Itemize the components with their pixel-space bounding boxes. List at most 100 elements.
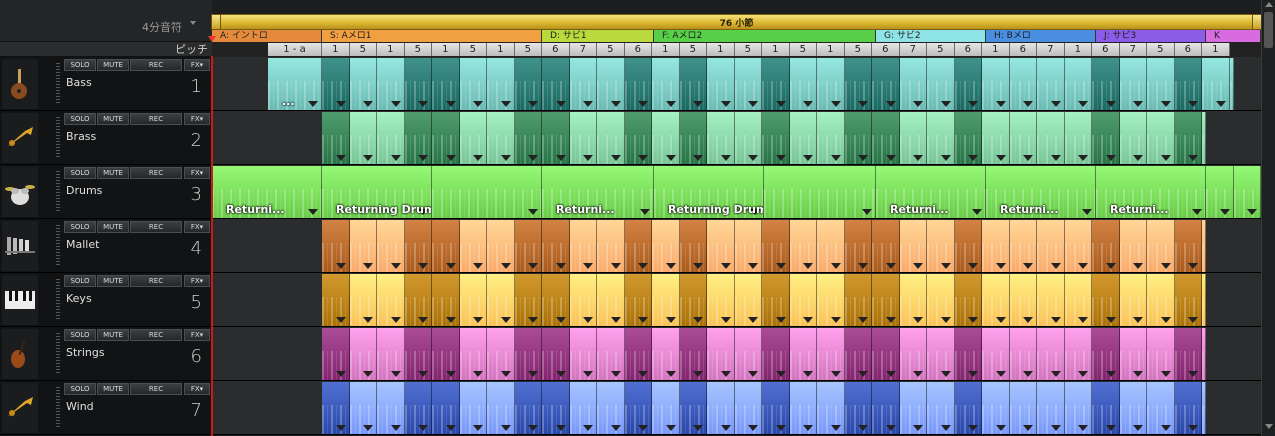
audio-clip[interactable] [927, 112, 955, 164]
audio-clip[interactable] [954, 382, 982, 434]
audio-clip[interactable] [1174, 328, 1202, 380]
audio-clip[interactable] [597, 274, 625, 326]
audio-clip[interactable] [542, 58, 570, 110]
audio-clip[interactable]: Returning Drums C_ogg.H... [322, 166, 432, 218]
clip-menu-icon[interactable] [363, 371, 373, 377]
section-marker-intro[interactable]: A: イントロ [212, 30, 322, 42]
audio-clip[interactable] [569, 112, 597, 164]
fx-button[interactable]: FX▾ [184, 113, 210, 125]
audio-clip[interactable] [322, 220, 350, 272]
playhead-marker-icon[interactable] [208, 36, 216, 42]
pitch-cell[interactable]: 5 [789, 43, 817, 56]
clip-menu-icon[interactable] [1133, 263, 1143, 269]
audio-clip[interactable] [1037, 274, 1065, 326]
mute-button[interactable]: MUTE [97, 221, 129, 233]
solo-button[interactable]: SOLO [64, 275, 96, 287]
clip-menu-icon[interactable] [720, 317, 731, 323]
clip-menu-icon[interactable] [940, 101, 951, 107]
clip-menu-icon[interactable] [885, 101, 896, 107]
audio-clip[interactable] [377, 58, 405, 110]
section-marker-chorus3[interactable]: J: サビ3 [1096, 30, 1206, 42]
pitch-cell[interactable]: 7 [899, 43, 927, 56]
pitch-cell[interactable]: 5 [1147, 43, 1175, 56]
clip-menu-icon[interactable] [1133, 425, 1143, 431]
audio-clip[interactable] [762, 220, 790, 272]
track-header-brass[interactable]: SOLO MUTE REC FX▾ Brass 2 [0, 111, 212, 165]
clip-menu-icon[interactable] [390, 263, 401, 269]
audio-clip[interactable] [652, 382, 680, 434]
clip-menu-icon[interactable] [473, 317, 483, 323]
clip-menu-icon[interactable] [610, 425, 621, 431]
audio-clip[interactable] [1147, 220, 1175, 272]
track-grip[interactable] [56, 171, 60, 213]
audio-clip[interactable] [982, 328, 1010, 380]
clip-menu-icon[interactable] [445, 371, 456, 377]
audio-clip[interactable] [459, 274, 487, 326]
audio-clip[interactable] [764, 166, 876, 218]
audio-clip[interactable] [1009, 328, 1037, 380]
clip-menu-icon[interactable] [693, 263, 703, 269]
clip-menu-icon[interactable] [418, 101, 428, 107]
clip-menu-icon[interactable] [418, 155, 428, 161]
clip-menu-icon[interactable] [308, 209, 318, 215]
audio-clip[interactable] [569, 220, 597, 272]
pitch-cell[interactable]: 1 [817, 43, 845, 56]
audio-clip[interactable] [1202, 274, 1206, 326]
audio-clip[interactable] [1147, 58, 1175, 110]
pitch-cell[interactable]: 5 [597, 43, 625, 56]
audio-clip[interactable] [624, 274, 652, 326]
audio-clip[interactable] [817, 220, 845, 272]
clip-menu-icon[interactable] [363, 101, 373, 107]
clip-menu-icon[interactable] [500, 155, 511, 161]
audio-clip[interactable] [1147, 328, 1175, 380]
audio-clip[interactable] [1092, 382, 1120, 434]
audio-clip[interactable] [432, 274, 460, 326]
audio-clip[interactable] [789, 220, 817, 272]
audio-clip[interactable] [679, 382, 707, 434]
audio-clip[interactable] [872, 112, 900, 164]
track-grip[interactable] [56, 225, 60, 267]
audio-clip[interactable] [542, 328, 570, 380]
audio-clip[interactable] [982, 274, 1010, 326]
audio-clip[interactable] [432, 58, 460, 110]
clip-menu-icon[interactable] [390, 425, 401, 431]
clip-menu-icon[interactable] [363, 263, 373, 269]
audio-clip[interactable] [872, 220, 900, 272]
audio-clip[interactable] [899, 328, 927, 380]
audio-clip[interactable] [844, 112, 872, 164]
audio-clip[interactable] [1009, 382, 1037, 434]
clip-menu-icon[interactable] [913, 371, 923, 377]
clip-menu-icon[interactable] [555, 425, 566, 431]
clip-menu-icon[interactable] [1023, 371, 1033, 377]
audio-clip[interactable] [844, 328, 872, 380]
clip-menu-icon[interactable] [913, 263, 923, 269]
audio-clip[interactable] [1009, 112, 1037, 164]
audio-clip[interactable] [1064, 112, 1092, 164]
audio-clip[interactable] [1064, 328, 1092, 380]
clip-menu-icon[interactable] [555, 263, 566, 269]
clip-menu-icon[interactable] [830, 425, 841, 431]
audio-clip[interactable] [487, 220, 515, 272]
audio-clip[interactable]: Returni... [212, 166, 322, 218]
audio-clip[interactable] [707, 274, 735, 326]
clip-menu-icon[interactable] [418, 371, 428, 377]
audio-clip[interactable] [1174, 58, 1202, 110]
solo-button[interactable]: SOLO [64, 167, 96, 179]
audio-clip[interactable] [789, 274, 817, 326]
clip-menu-icon[interactable] [748, 425, 758, 431]
clip-menu-icon[interactable] [473, 425, 483, 431]
audio-clip[interactable] [817, 58, 845, 110]
fx-button[interactable]: FX▾ [184, 329, 210, 341]
vertical-scrollbar[interactable] [1261, 0, 1275, 436]
audio-clip[interactable] [652, 112, 680, 164]
clip-menu-icon[interactable] [528, 371, 538, 377]
mute-button[interactable]: MUTE [97, 167, 129, 179]
clip-menu-icon[interactable] [1220, 209, 1230, 215]
clip-menu-icon[interactable] [995, 263, 1006, 269]
audio-clip[interactable] [734, 112, 762, 164]
audio-clip[interactable] [377, 328, 405, 380]
clip-menu-icon[interactable] [885, 263, 896, 269]
pitch-cell[interactable]: 5 [679, 43, 707, 56]
clip-menu-icon[interactable] [1105, 155, 1116, 161]
track-header-mallet[interactable]: SOLO MUTE REC FX▾ Mallet 4 [0, 219, 212, 273]
